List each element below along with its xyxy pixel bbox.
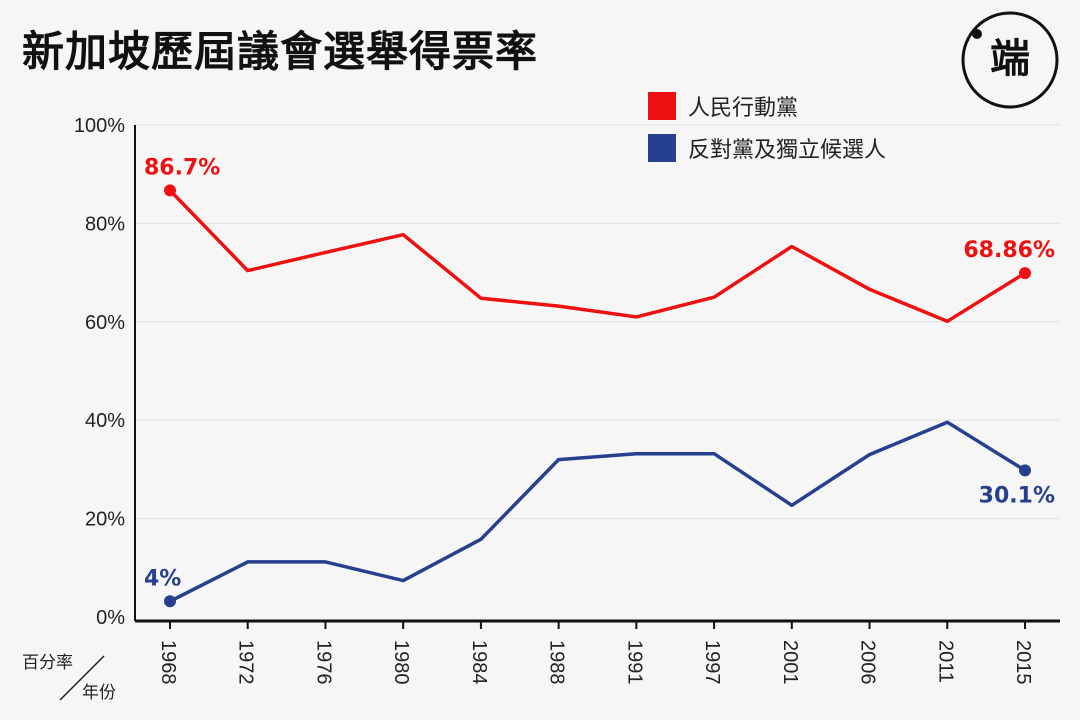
x-tick-label: 1972 [235, 640, 257, 685]
corner-divider [59, 655, 105, 701]
x-tick-label: 1988 [546, 640, 568, 685]
series-line-0 [168, 189, 1026, 324]
x-tick-label: 2015 [1012, 640, 1034, 685]
x-unit-label: 年份 [82, 683, 116, 703]
y-tick-label: 60% [85, 312, 125, 334]
data-label: 86.7% [144, 155, 220, 180]
legend-swatch-pap [648, 92, 676, 120]
series-line-1 [169, 420, 1026, 603]
x-tick-label: 1997 [701, 640, 723, 685]
legend: 人民行動黨 反對黨及獨立候選人 [648, 92, 886, 176]
data-point-1-0 [164, 595, 176, 608]
data-label: 68.86% [963, 238, 1055, 263]
data-label: 4% [144, 566, 181, 591]
y-tick-label: 40% [85, 410, 125, 432]
y-tick-label: 0% [96, 607, 125, 629]
logo-text: 端 [990, 36, 1030, 82]
initium-logo-icon: 端 [961, 11, 1059, 109]
legend-item-opposition: 反對黨及獨立候選人 [648, 134, 887, 163]
data-label: 30.1% [979, 483, 1055, 508]
x-tick-label: 1991 [623, 640, 645, 685]
x-tick-label: 1984 [468, 640, 490, 685]
x-tick-label: 2006 [857, 640, 879, 685]
legend-item-pap: 人民行動黨 [648, 92, 886, 121]
y-unit-label: 百分率 [22, 653, 73, 673]
y-tick-label: 20% [85, 509, 125, 531]
legend-swatch-opposition [648, 134, 676, 162]
data-point-1-11 [1019, 464, 1031, 477]
y-tick-label: 100% [74, 115, 125, 137]
x-tick-label: 1980 [390, 640, 412, 685]
x-tick-label: 1976 [312, 640, 334, 685]
x-tick-label: 2001 [779, 640, 801, 685]
chart-title: 新加坡歷屆議會選舉得票率 [22, 27, 539, 76]
legend-label-pap: 人民行動黨 [688, 96, 799, 121]
y-tick-label: 80% [85, 213, 125, 235]
legend-label-opposition: 反對黨及獨立候選人 [688, 138, 887, 163]
data-point-0-0 [164, 184, 176, 197]
x-tick-label: 1968 [157, 640, 179, 685]
x-tick-label: 2011 [934, 640, 956, 683]
data-point-0-11 [1019, 267, 1031, 280]
